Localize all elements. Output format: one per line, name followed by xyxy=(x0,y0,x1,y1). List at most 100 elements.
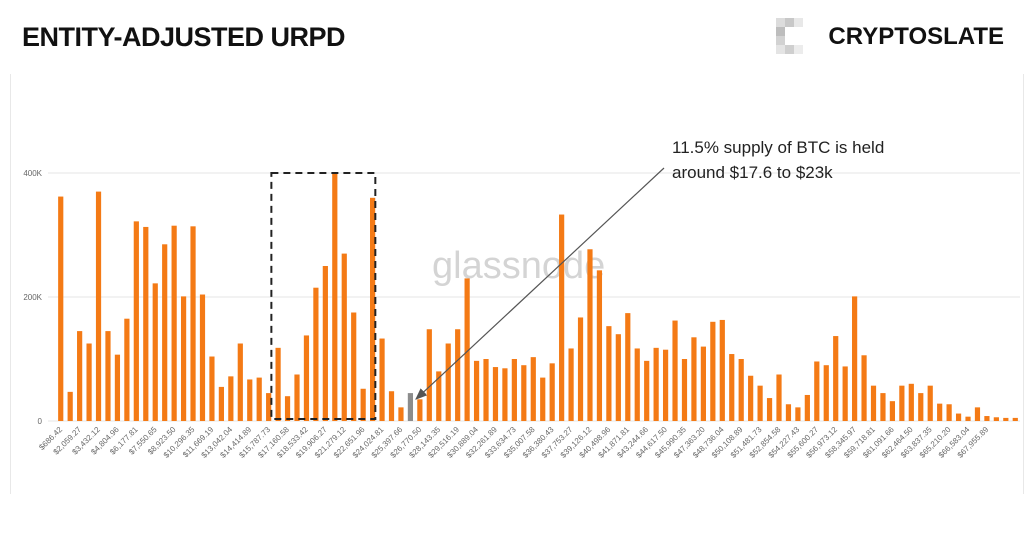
bar xyxy=(748,375,754,421)
bar xyxy=(823,365,829,421)
bar xyxy=(247,379,253,421)
bar xyxy=(644,360,650,421)
y-tick-label: 200K xyxy=(23,293,42,302)
bar xyxy=(974,407,981,421)
bar xyxy=(899,385,905,421)
bar xyxy=(275,347,281,421)
bar xyxy=(766,398,773,421)
y-tick-label: 0 xyxy=(38,417,43,426)
bar xyxy=(530,357,536,421)
bar xyxy=(190,226,196,421)
bar xyxy=(67,391,73,421)
bar xyxy=(785,404,792,421)
bar xyxy=(889,401,896,421)
bar xyxy=(143,226,149,421)
bar xyxy=(199,294,206,421)
bar xyxy=(625,313,631,421)
bar xyxy=(776,374,782,421)
bar xyxy=(738,359,744,421)
bar xyxy=(398,407,404,421)
bar xyxy=(681,359,688,421)
annotation-arrow xyxy=(415,167,665,400)
bar xyxy=(946,404,952,421)
highlight-box xyxy=(270,172,377,420)
bar xyxy=(162,244,168,421)
bar xyxy=(455,329,461,421)
bar xyxy=(473,360,480,421)
bars xyxy=(58,173,1018,421)
bar xyxy=(105,331,111,421)
bar xyxy=(492,367,499,421)
bar xyxy=(464,278,470,421)
bar xyxy=(294,374,300,421)
bar xyxy=(814,361,820,421)
bar xyxy=(634,348,640,421)
bar xyxy=(662,349,669,421)
bar xyxy=(436,371,442,421)
chart-title: ENTITY-ADJUSTED URPD xyxy=(22,22,346,52)
bar xyxy=(710,321,716,421)
bar xyxy=(804,394,810,421)
bar xyxy=(955,413,962,421)
bar xyxy=(171,225,177,421)
bar xyxy=(700,346,706,421)
bar xyxy=(1012,417,1018,421)
bar xyxy=(852,296,858,421)
brand-name: CRYPTOSLATE xyxy=(828,23,1004,50)
bar xyxy=(795,407,801,421)
bar xyxy=(861,355,867,421)
bar xyxy=(993,417,999,421)
bar xyxy=(511,359,517,421)
bar xyxy=(379,338,385,421)
bar xyxy=(426,329,432,421)
x-axis-ticks: $686.42$2,059.27$3,432.12$4,804.96$6,177… xyxy=(37,425,990,460)
bar xyxy=(152,283,158,421)
bar xyxy=(842,366,848,421)
bar xyxy=(58,196,64,421)
bar xyxy=(360,388,366,421)
bar xyxy=(1003,417,1009,421)
bar xyxy=(124,318,130,421)
bar xyxy=(549,363,555,421)
bar xyxy=(256,377,262,421)
y-tick-label: 400K xyxy=(23,169,42,178)
bar xyxy=(568,348,574,421)
bar xyxy=(332,173,338,421)
bar xyxy=(729,354,735,421)
bar xyxy=(284,396,291,421)
bar xyxy=(180,296,187,421)
y-axis-ticks: 0 200K 400K xyxy=(23,169,42,426)
bar xyxy=(388,391,395,421)
glassnode-watermark: glassnode xyxy=(432,245,605,287)
bar xyxy=(559,214,565,421)
bar xyxy=(218,386,224,421)
bar xyxy=(965,416,971,421)
bar xyxy=(237,343,243,421)
brand: CRYPTOSLATE xyxy=(776,18,1004,56)
cryptoslate-logo-icon xyxy=(776,18,804,54)
bar xyxy=(880,393,886,421)
bar xyxy=(351,312,357,421)
bar xyxy=(908,383,914,421)
bar xyxy=(927,385,933,421)
bar xyxy=(228,376,234,421)
bar xyxy=(445,343,451,421)
bar xyxy=(615,334,621,421)
bar xyxy=(417,399,423,421)
bar xyxy=(672,320,678,421)
bar xyxy=(870,385,877,421)
bar xyxy=(209,356,215,421)
bar xyxy=(502,368,508,421)
bar xyxy=(313,287,319,421)
annotation-text: 11.5% supply of BTC is held around $17.6… xyxy=(672,138,885,182)
bar xyxy=(833,336,839,421)
bar xyxy=(918,393,924,421)
bar xyxy=(587,249,593,421)
bar xyxy=(483,359,489,421)
bar xyxy=(303,335,310,421)
bar xyxy=(322,266,328,421)
bar xyxy=(757,385,763,421)
bar xyxy=(606,326,612,421)
bar xyxy=(86,343,92,421)
